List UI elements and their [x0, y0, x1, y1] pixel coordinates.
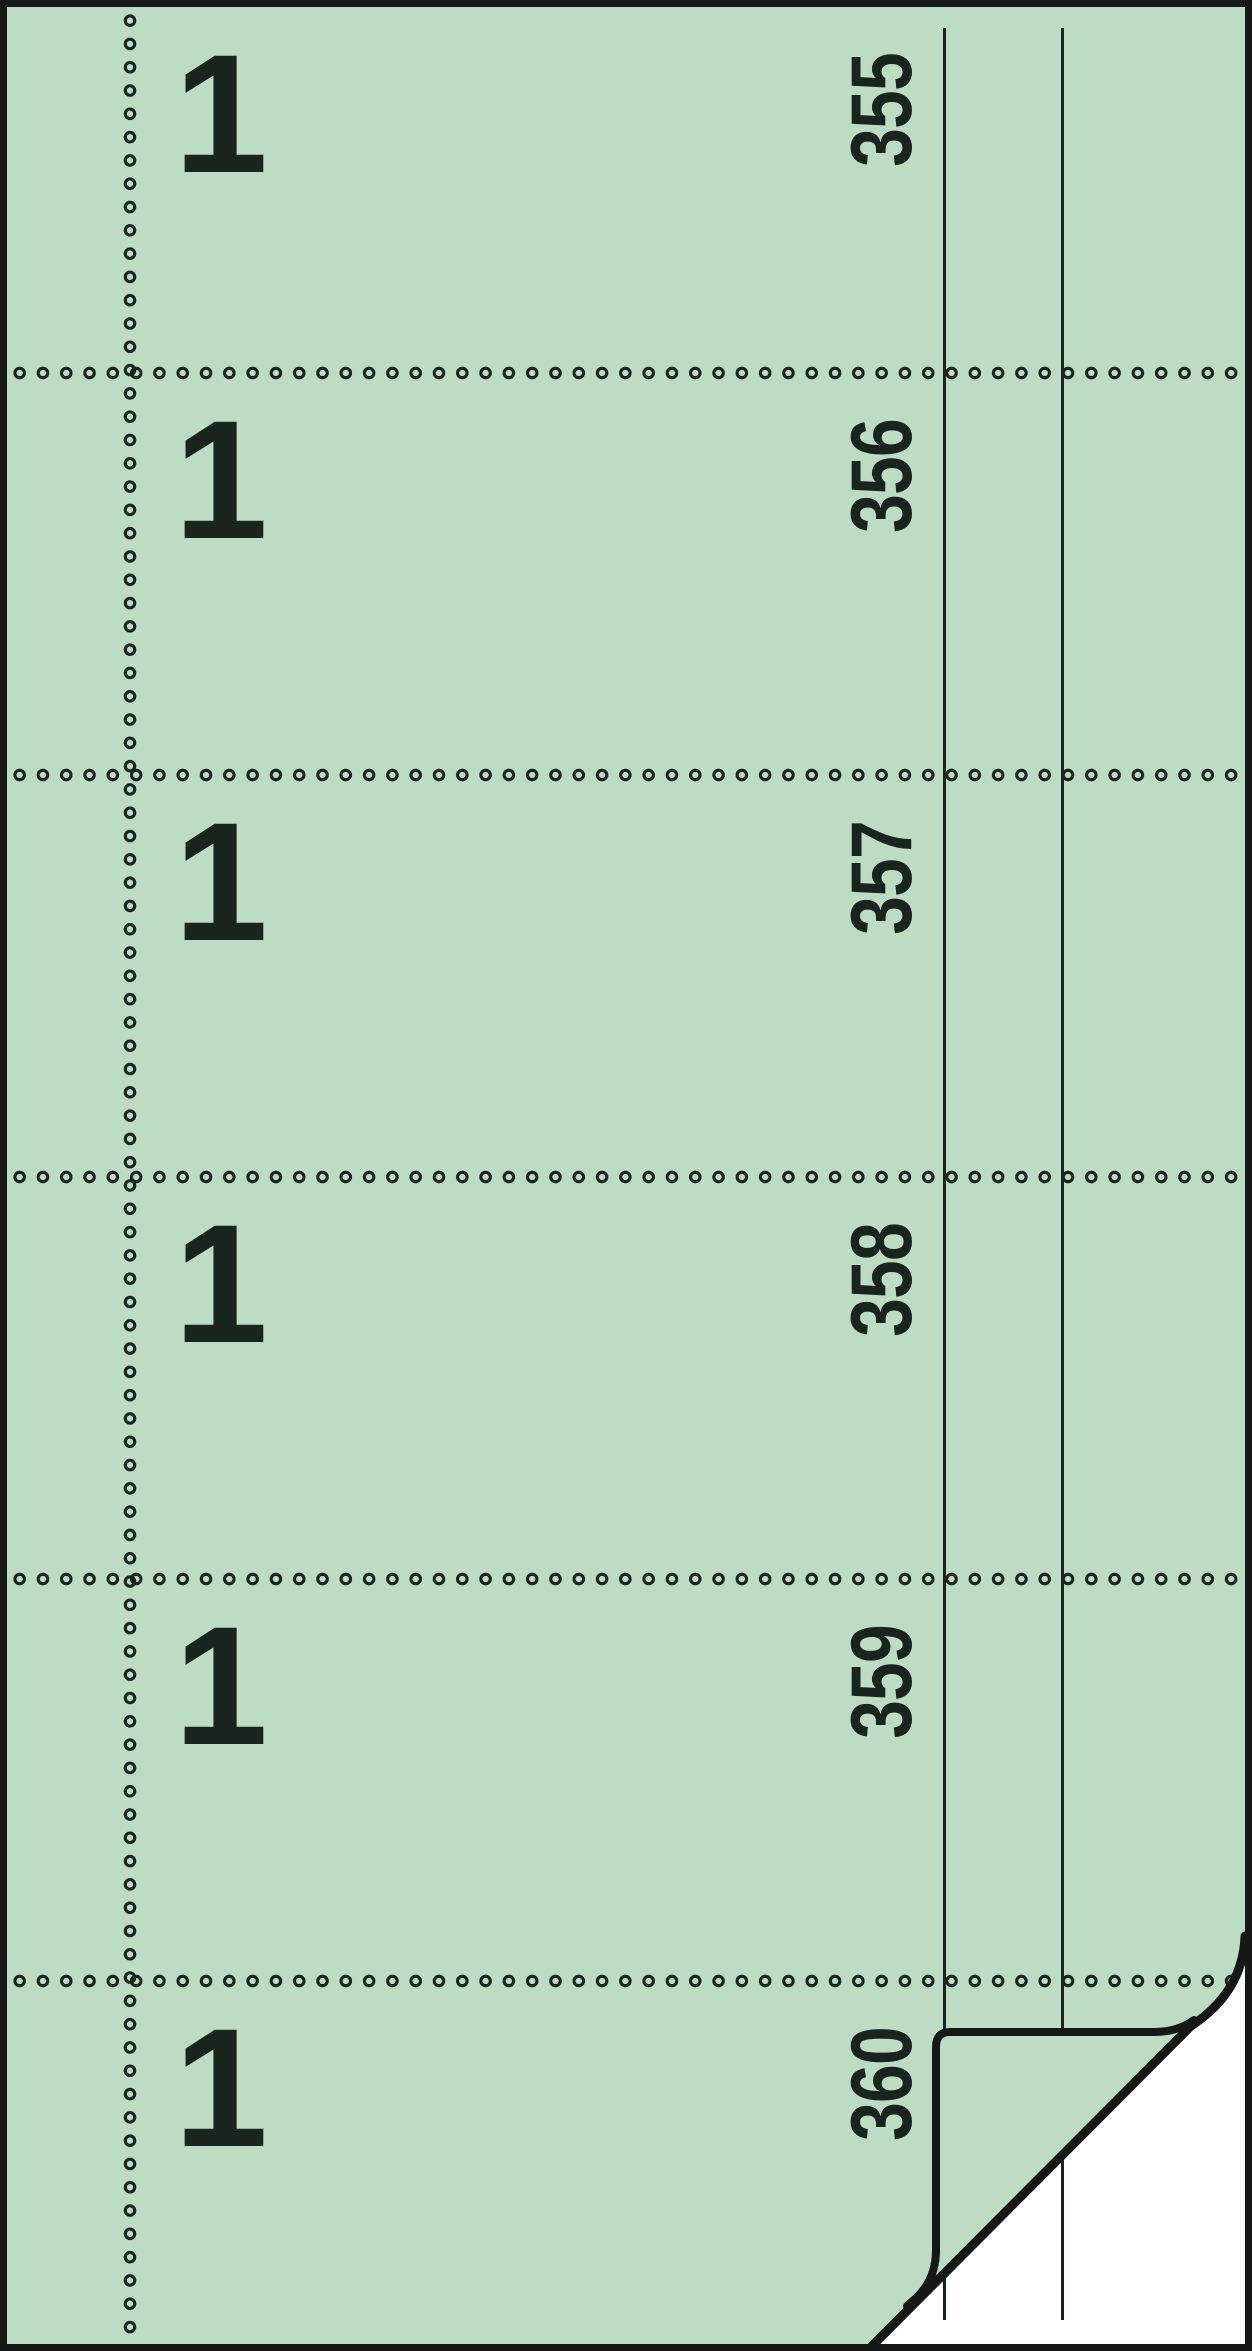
curled-sheet-edge: [903, 2016, 1198, 2310]
horizontal-perforation-row-4: [7, 1572, 1245, 1586]
receipt-stub-section: 1 356: [0, 373, 1252, 775]
horizontal-perforation-row-2: [7, 768, 1245, 782]
receipt-stub-section: 1 359: [0, 1579, 1252, 1981]
page-number: 1: [174, 787, 268, 976]
receipt-stub-section: 1 360: [0, 1981, 1252, 2344]
page-number: 1: [174, 19, 268, 208]
receipt-stub-section: 1 355: [0, 7, 1252, 373]
horizontal-perforation-row-5: [7, 1974, 1245, 1988]
horizontal-perforation-row-1: [7, 366, 1245, 380]
ruled-column-line-1: [943, 28, 946, 2032]
ruled-column-line-2: [1061, 28, 1064, 2032]
under-page: [872, 1936, 1246, 2346]
page-number: 1: [174, 385, 268, 574]
page-number: 1: [174, 1591, 268, 1780]
page-number: 1: [174, 1189, 268, 1378]
horizontal-perforation-row-3: [7, 1170, 1245, 1184]
page-number: 1: [174, 1993, 268, 2182]
receipt-stub-section: 1 357: [0, 775, 1252, 1177]
receipt-stub-section: 1 358: [0, 1177, 1252, 1579]
